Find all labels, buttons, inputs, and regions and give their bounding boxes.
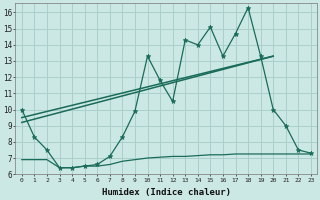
X-axis label: Humidex (Indice chaleur): Humidex (Indice chaleur) (102, 188, 231, 197)
